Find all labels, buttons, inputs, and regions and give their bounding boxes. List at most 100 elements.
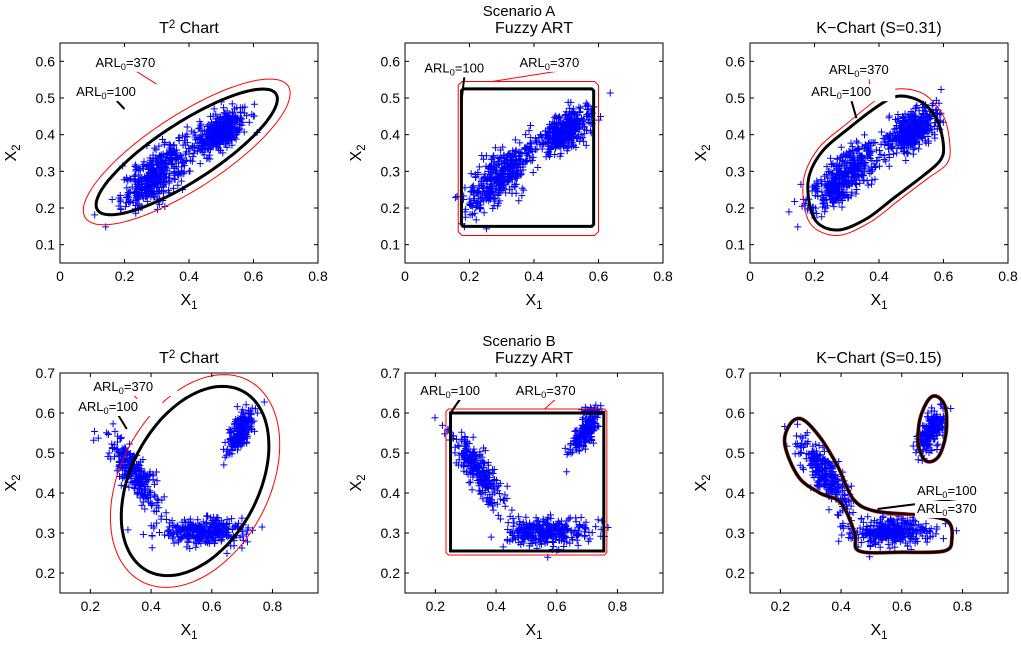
- y-tick-label-text: 0.5: [381, 445, 401, 461]
- point-c0-367: [180, 168, 188, 176]
- point-c1-154: [194, 516, 202, 524]
- point-c0-255: [480, 459, 488, 467]
- point-c1-321: [900, 140, 908, 148]
- point-c1-185: [224, 529, 232, 537]
- point-c0-162: [834, 511, 842, 519]
- point-c1-372: [224, 126, 232, 134]
- point-c0-103: [813, 209, 821, 217]
- point-c1-268: [865, 531, 873, 539]
- point-c1-194: [569, 536, 577, 544]
- y-tick-label-text: 0.4: [726, 127, 746, 143]
- point-c0-318: [496, 197, 504, 205]
- point-c1-313: [165, 532, 173, 540]
- y-tick-label: 0.3: [726, 163, 746, 179]
- point-c1-270: [926, 113, 934, 121]
- point-c2-198: [231, 443, 239, 451]
- point-c1-291: [197, 539, 205, 547]
- point-c1-218: [174, 523, 182, 531]
- point-c1-243: [907, 522, 915, 530]
- point-c0-311: [838, 203, 846, 211]
- point-c0-19: [162, 509, 170, 517]
- point-c0-242: [841, 492, 849, 500]
- annotation-arl0-100-sub: 0: [837, 91, 842, 101]
- point-c1-222: [588, 529, 596, 537]
- x-tick-label: 0.8: [263, 598, 283, 614]
- point-c0-228: [173, 146, 181, 154]
- y-tick-label-text: 0.3: [36, 163, 56, 179]
- x-axis-label: X1: [180, 622, 197, 642]
- annotation-arl0-100-bg: [422, 60, 509, 78]
- point-c2-183: [238, 423, 246, 431]
- x-tick-label: 0.6: [547, 598, 567, 614]
- point-c0-417: [830, 184, 838, 192]
- point-c0-245: [189, 153, 197, 161]
- point-c1-361: [911, 127, 919, 135]
- point-c1-312: [900, 531, 908, 539]
- point-c0-316: [131, 162, 139, 170]
- point-c1-353: [220, 109, 228, 117]
- point-c1-312: [203, 512, 211, 520]
- point-c0-90: [518, 184, 526, 192]
- point-c1-143: [594, 516, 602, 524]
- x-tick-label: 0.2: [460, 268, 480, 284]
- y-tick-label: 0.1: [381, 237, 401, 253]
- point-c2-160: [586, 437, 594, 445]
- point-c0-194: [877, 140, 885, 148]
- annotation-arl0-100-text: ARL: [78, 399, 103, 414]
- point-c1-279: [583, 111, 591, 119]
- y-tick-label: 0.5: [36, 90, 56, 106]
- point-c0-246: [475, 205, 483, 213]
- y-tick-label-text: 0.1: [726, 237, 746, 253]
- point-c0-416: [142, 192, 150, 200]
- point-c0-417: [144, 166, 152, 174]
- y-tick-label: 0.5: [381, 90, 401, 106]
- point-c0-131: [477, 490, 485, 498]
- point-c0-240: [852, 190, 860, 198]
- point-c0-258: [828, 465, 836, 473]
- point-c1-306: [515, 525, 523, 533]
- point-c0-222: [133, 201, 141, 209]
- annotation-arl0-100-sub: 0: [450, 67, 455, 77]
- y-axis-label-text: X: [3, 481, 20, 492]
- point-c0-406: [497, 180, 505, 188]
- point-c1-360: [233, 116, 241, 124]
- point-c1-270: [531, 535, 539, 543]
- point-c2-118: [567, 449, 575, 457]
- point-c0-169: [115, 452, 123, 460]
- point-c1-306: [206, 528, 214, 536]
- point-c1-135: [924, 133, 932, 141]
- point-c0-253: [119, 474, 127, 482]
- point-c1-94: [912, 103, 920, 111]
- point-c0-411: [861, 131, 869, 139]
- annotation-arl0-100-text: =100: [107, 84, 136, 99]
- point-c0-182: [151, 144, 159, 152]
- point-c0-232: [814, 478, 822, 486]
- point-c1-289: [887, 522, 895, 530]
- point-c0-198: [128, 183, 136, 191]
- point-c0-224: [143, 197, 151, 205]
- x-tick-label: 0.4: [141, 598, 161, 614]
- point-c0-347: [135, 194, 143, 202]
- point-c0-166: [185, 150, 193, 158]
- point-c0-151: [109, 420, 117, 428]
- point-c2-185: [247, 407, 255, 415]
- point-c1-373: [902, 119, 910, 127]
- point-c0-14: [169, 184, 177, 192]
- point-c0-258: [490, 485, 498, 493]
- point-c0-379: [854, 145, 862, 153]
- x-tick-label-text: 0.8: [608, 598, 628, 614]
- point-c1-375: [889, 135, 897, 143]
- point-c1-325: [574, 124, 582, 132]
- y-tick-label-text: 0.4: [36, 127, 56, 143]
- x-axis-label-sub: 1: [881, 300, 887, 312]
- point-c0-217: [839, 157, 847, 165]
- point-c1-281: [567, 527, 575, 535]
- point-c1-369: [881, 138, 889, 146]
- x-tick-label: 0: [56, 268, 64, 284]
- point-c0-184: [815, 442, 823, 450]
- point-c0-46: [439, 421, 447, 429]
- point-c0-370: [147, 167, 155, 175]
- point-c0-55: [511, 136, 519, 144]
- point-c1-313: [546, 525, 554, 533]
- point-c0-178: [134, 489, 142, 497]
